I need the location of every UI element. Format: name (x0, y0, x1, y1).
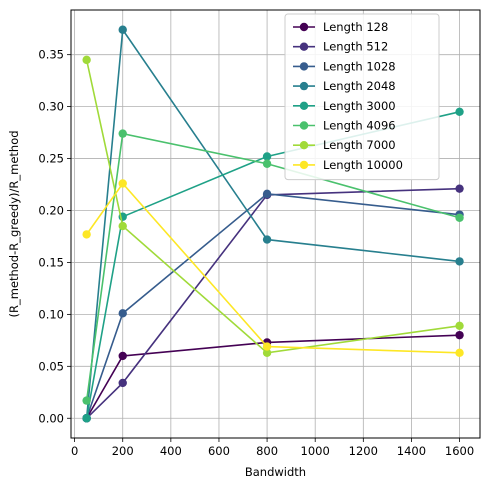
legend-item: Length 7000 (293, 138, 396, 152)
data-point (118, 179, 127, 188)
data-point (262, 235, 272, 244)
series-length-128 (82, 330, 464, 423)
data-point (455, 107, 464, 117)
data-point (118, 221, 127, 231)
series-length-1028 (82, 189, 464, 423)
legend-item: Length 10000 (293, 158, 403, 172)
data-point (262, 152, 272, 161)
data-point (262, 342, 272, 351)
data-point (455, 257, 464, 266)
legend-label: Length 10000 (323, 158, 403, 172)
data-point (262, 159, 272, 168)
plot-series (82, 25, 464, 423)
legend-item: Length 128 (293, 20, 388, 34)
legend-item: Length 512 (293, 40, 388, 54)
series-length-7000 (82, 55, 464, 358)
legend-label: Length 4096 (323, 119, 396, 133)
x-tick-label: 600 (208, 444, 230, 458)
data-point (82, 55, 91, 65)
legend-label: Length 7000 (323, 138, 396, 152)
data-point (118, 378, 127, 388)
y-tick-label: 0.25 (38, 152, 64, 166)
data-point (118, 129, 127, 138)
x-tick-label: 800 (256, 444, 278, 458)
series-line (85, 182, 460, 354)
legend-marker (299, 160, 309, 170)
series-line (85, 27, 460, 419)
series-line (85, 193, 460, 419)
y-tick-label: 0.00 (38, 411, 64, 425)
series-line (85, 334, 460, 419)
data-point (262, 189, 272, 199)
data-point (118, 309, 127, 318)
legend-marker (299, 81, 309, 91)
y-tick-label: 0.10 (38, 307, 64, 321)
legend-label: Length 1028 (323, 59, 396, 73)
x-tick-label: 0 (71, 444, 78, 458)
series-length-4096 (82, 129, 464, 405)
series-line (86, 187, 460, 419)
legend-label: Length 3000 (323, 99, 396, 113)
x-tick-label: 1600 (445, 444, 474, 458)
series-line (85, 132, 460, 401)
legend-label: Length 2048 (323, 79, 396, 93)
legend-marker (299, 141, 309, 150)
y-axis-label: (R_method-R_greedy)/R_method (7, 130, 21, 317)
axis-ticks: 0 200 400 600 800 1000 1200 1400 1600 0.00 0.05 0.1… (38, 48, 474, 458)
data-point (262, 348, 272, 358)
legend-item: Length 3000 (293, 99, 396, 113)
legend-item: Length 2048 (293, 79, 396, 93)
legend-marker (299, 101, 309, 111)
legend-marker (299, 121, 309, 130)
legend-label: Length 512 (323, 40, 388, 54)
series-line (85, 59, 460, 354)
series-length-512 (82, 184, 464, 423)
legend-marker (299, 22, 309, 32)
legend-item: Length 4096 (293, 119, 396, 133)
y-tick-label: 0.05 (38, 359, 64, 373)
legend-box (284, 13, 440, 181)
data-point (455, 184, 464, 193)
series-length-10000 (82, 179, 464, 358)
data-point (455, 321, 464, 331)
data-point (118, 25, 127, 34)
data-point (455, 213, 464, 222)
y-tick-label: 0.35 (38, 48, 64, 62)
y-tick-label: 0.15 (38, 255, 64, 269)
data-point (82, 230, 91, 239)
y-tick-label: 0.20 (38, 203, 64, 217)
x-axis-label: Bandwidth (245, 465, 306, 479)
legend-marker (299, 42, 309, 51)
x-tick-label: 400 (160, 444, 182, 458)
y-tick-label: 0.30 (38, 100, 64, 114)
x-tick-label: 200 (112, 444, 134, 458)
legend: Length 128 Length 512 Length 1028 Length 20… (284, 13, 440, 181)
legend-marker (299, 62, 309, 71)
x-tick-label: 1000 (301, 444, 330, 458)
data-point (82, 414, 91, 423)
data-point (118, 351, 127, 361)
data-point (455, 330, 464, 340)
legend-item: Length 1028 (293, 59, 396, 73)
legend-label: Length 128 (323, 20, 388, 34)
data-point (82, 396, 91, 405)
plot-frame (70, 9, 481, 439)
data-point (455, 348, 464, 358)
x-tick-label: 1200 (349, 444, 378, 458)
x-tick-label: 1400 (397, 444, 426, 458)
